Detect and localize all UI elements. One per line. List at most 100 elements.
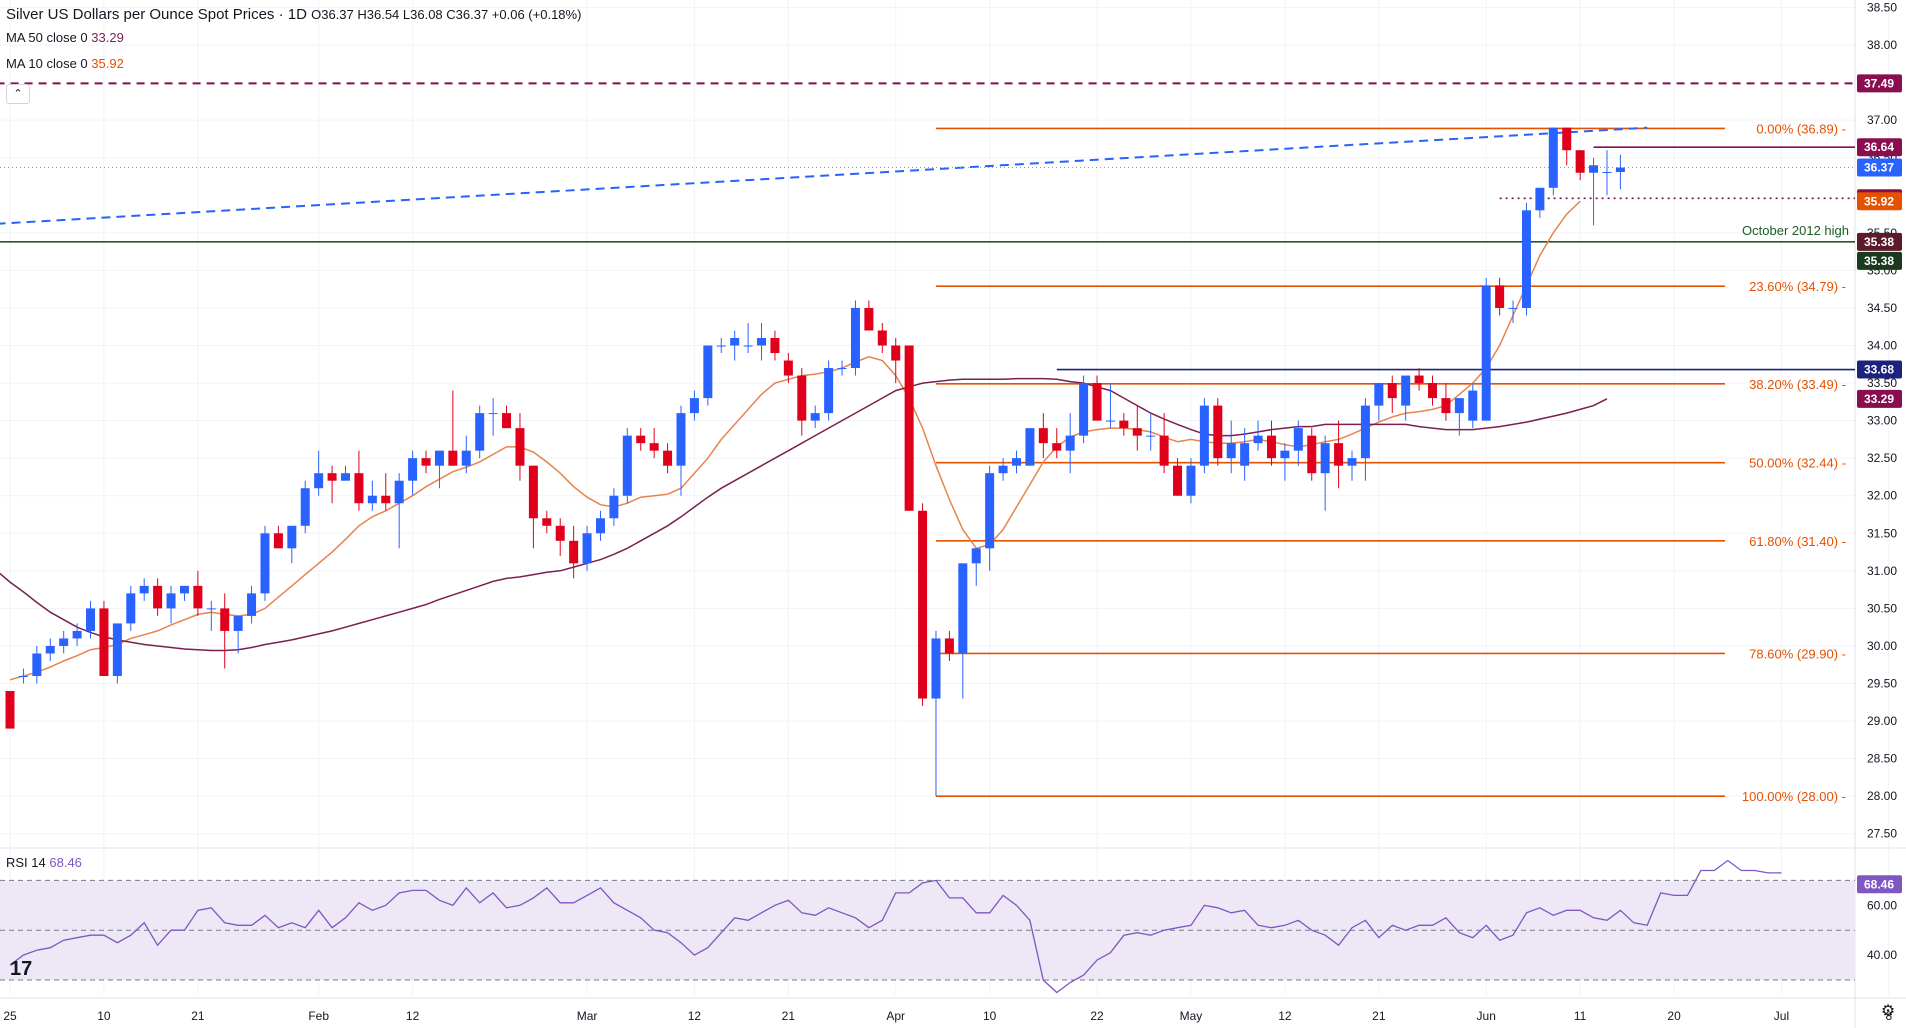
candle-body xyxy=(1481,285,1491,421)
candle-body xyxy=(341,473,350,481)
candle-body xyxy=(528,465,538,519)
candle-body xyxy=(434,450,444,466)
price-badge-label: 35.38 xyxy=(1864,235,1894,249)
candle-body xyxy=(1521,210,1531,308)
price-badge xyxy=(1857,251,1902,270)
ma50-legend[interactable]: MA 50 close 0 33.29 xyxy=(6,30,124,45)
candle-body xyxy=(1495,285,1505,308)
x-tick-label: Feb xyxy=(308,1009,329,1023)
x-tick-label: 12 xyxy=(688,1009,702,1023)
x-tick-label: 22 xyxy=(1090,1009,1104,1023)
candle-body xyxy=(1508,307,1518,309)
price-badge xyxy=(1857,232,1902,251)
candle-body xyxy=(824,368,834,414)
y-tick-label: 30.00 xyxy=(1867,639,1897,653)
candle-body xyxy=(327,473,337,481)
candle-body xyxy=(381,495,391,504)
y-tick-label: 37.00 xyxy=(1867,113,1897,127)
candle-body xyxy=(716,345,726,347)
candle-body xyxy=(985,473,995,549)
candle-body xyxy=(1199,405,1209,466)
candle-body xyxy=(1615,167,1625,173)
y-tick-label: 28.00 xyxy=(1867,789,1897,803)
candle-body xyxy=(837,368,847,370)
candle-body xyxy=(1293,428,1303,451)
candle-body xyxy=(958,563,968,654)
candle-body xyxy=(86,608,96,631)
gear-icon[interactable]: ⚙ xyxy=(1880,1003,1896,1020)
x-tick-label: May xyxy=(1180,1009,1203,1023)
y-tick-label: 33.50 xyxy=(1867,376,1897,390)
ma50-label: MA 50 close 0 xyxy=(6,30,88,45)
y-tick-label: 38.50 xyxy=(1867,1,1897,15)
candle-body xyxy=(1334,443,1344,466)
x-tick-label: 11 xyxy=(1574,1009,1587,1023)
symbol-title[interactable]: Silver US Dollars per Ounce Spot Prices … xyxy=(6,6,307,23)
candle-body xyxy=(1240,443,1250,466)
candle-body xyxy=(998,465,1008,474)
candle-body xyxy=(461,450,471,466)
tradingview-logo[interactable]: 17 xyxy=(10,958,44,984)
y-tick-label: 27.50 xyxy=(1867,827,1897,841)
rsi-tick-label: 60.00 xyxy=(1867,898,1897,912)
candle-body xyxy=(1012,458,1021,466)
candle-body xyxy=(1253,435,1263,444)
candle-body xyxy=(810,413,820,421)
candle-body xyxy=(1186,465,1196,496)
candle-body xyxy=(408,458,418,481)
level-annotation: October 2012 high xyxy=(1742,223,1849,238)
candle-body xyxy=(555,525,565,541)
price-badge xyxy=(1857,360,1902,379)
chart-header: Silver US Dollars per Ounce Spot Prices … xyxy=(6,6,581,23)
ma10-legend[interactable]: MA 10 close 0 35.92 xyxy=(6,56,124,71)
candle-body xyxy=(193,585,203,609)
candle-body xyxy=(1105,420,1115,422)
candle-body xyxy=(971,548,981,564)
candle-body xyxy=(1159,435,1169,466)
rsi-badge-label: 68.46 xyxy=(1864,877,1894,891)
x-tick-label: 10 xyxy=(97,1009,111,1023)
candle-body xyxy=(1468,390,1478,421)
price-badge xyxy=(1857,389,1902,408)
candle-body xyxy=(582,533,592,564)
price-badge-label: 37.49 xyxy=(1864,76,1894,90)
x-tick-label: 10 xyxy=(983,1009,997,1023)
candle-body xyxy=(918,510,928,699)
price-badge xyxy=(1857,192,1902,211)
x-tick-label: 21 xyxy=(191,1009,205,1023)
price-badge-label: 33.29 xyxy=(1864,392,1894,406)
candle-body xyxy=(569,540,579,564)
x-tick-label: Apr xyxy=(886,1009,905,1023)
x-tick-label: Mar xyxy=(577,1009,598,1023)
candle-body xyxy=(622,435,632,496)
rsi-label: RSI 14 xyxy=(6,855,46,870)
fib-level-label: 23.60% (34.79) - xyxy=(1749,279,1846,294)
candle-body xyxy=(609,495,619,519)
candle-body xyxy=(1320,443,1330,474)
ma50-value: 33.29 xyxy=(91,30,124,45)
candle-body xyxy=(1401,375,1411,406)
x-tick-label: 21 xyxy=(1372,1009,1386,1023)
candle-body xyxy=(944,638,954,654)
rsi-legend[interactable]: RSI 14 68.46 xyxy=(6,855,82,870)
candle-body xyxy=(1266,435,1276,459)
candle-body xyxy=(1387,383,1397,399)
candle-body xyxy=(153,585,163,609)
candle-body xyxy=(32,653,42,676)
candle-body xyxy=(757,338,767,346)
candle-body xyxy=(1307,435,1317,474)
rsi-line xyxy=(9,859,1782,994)
candle-body xyxy=(421,458,431,466)
candle-body xyxy=(1548,127,1558,188)
candle-body xyxy=(636,435,646,444)
y-tick-label: 33.00 xyxy=(1867,414,1897,428)
candle-body xyxy=(1213,405,1223,459)
candle-body xyxy=(18,676,28,677)
candle-body xyxy=(59,638,69,646)
candle-body xyxy=(1119,420,1129,429)
candle-body xyxy=(1065,435,1075,451)
y-tick-label: 29.00 xyxy=(1867,714,1897,728)
chevron-up-icon[interactable]: ⌃ xyxy=(6,84,30,104)
